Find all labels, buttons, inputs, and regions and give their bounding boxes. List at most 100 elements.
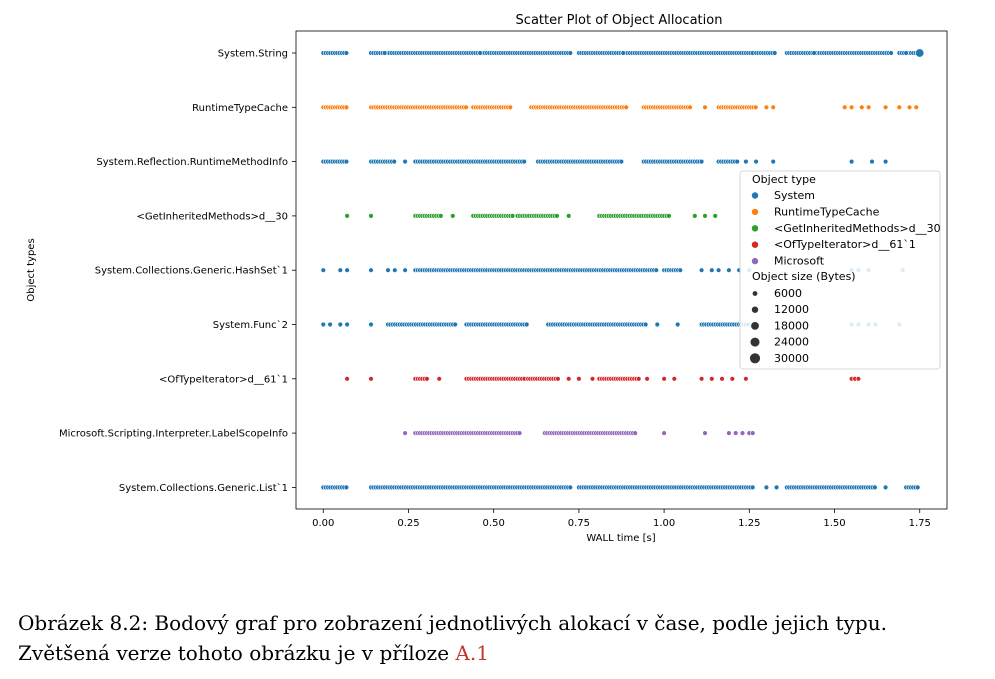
y-tick-label: System.Collections.Generic.HashSet`1 (95, 265, 288, 277)
data-point (402, 158, 408, 165)
data-point (344, 376, 350, 382)
data-point (368, 213, 374, 219)
data-point (576, 376, 582, 382)
data-point (848, 158, 855, 165)
data-point (368, 267, 374, 273)
legend-box (739, 170, 941, 370)
data-point (477, 50, 483, 56)
series-row (320, 48, 925, 58)
data-point (732, 430, 739, 436)
x-tick-label: 1.75 (909, 518, 931, 529)
legend-size-label: 30000 (774, 352, 809, 365)
data-point (709, 376, 715, 382)
data-point (698, 376, 705, 382)
data-point (773, 484, 780, 491)
data-point (436, 376, 442, 382)
data-point (385, 267, 391, 273)
data-point (671, 376, 677, 382)
data-point (859, 104, 865, 111)
x-tick-label: 1.25 (738, 518, 760, 529)
legend-hue-label: RuntimeTypeCache (774, 205, 880, 218)
data-point (381, 50, 388, 56)
series-row (402, 430, 756, 436)
data-point (343, 50, 350, 56)
data-point (452, 321, 458, 328)
data-point (567, 50, 573, 56)
series-row (320, 158, 889, 165)
data-point (888, 50, 894, 56)
data-point (620, 50, 626, 56)
data-points (320, 48, 925, 491)
data-point (391, 158, 397, 165)
data-point (337, 267, 343, 273)
data-point (882, 158, 889, 165)
data-point (674, 321, 681, 328)
legend-size-label: 18000 (774, 319, 809, 332)
data-point (523, 321, 530, 328)
data-point (770, 104, 776, 111)
data-point (344, 321, 350, 328)
caption-line-2-text: Zvětšená verze tohoto obrázku je v přílo… (18, 641, 450, 665)
data-point (726, 430, 732, 436)
data-point (729, 376, 735, 382)
data-point (687, 104, 693, 111)
data-point (450, 213, 456, 219)
scatter-figure: Scatter Plot of Object Allocation System… (26, 13, 948, 544)
data-point (344, 267, 350, 273)
legend-color-marker (751, 192, 759, 199)
data-point (906, 104, 913, 111)
data-point (753, 158, 759, 165)
data-point (337, 321, 343, 328)
data-point (632, 430, 638, 436)
legend-hue-title: Object type (752, 173, 816, 186)
series-row (320, 104, 919, 111)
legend-size-marker (749, 353, 761, 364)
caption-line-1: Obrázek 8.2: Bodový graf pro zobrazení j… (18, 611, 887, 635)
data-point (882, 104, 889, 111)
x-tick-label: 0.50 (483, 518, 505, 529)
data-point (702, 430, 708, 436)
legend-size-marker (752, 291, 758, 296)
data-point (554, 213, 560, 219)
data-point (463, 104, 469, 111)
data-point (567, 484, 573, 491)
data-point (848, 104, 855, 111)
data-point (343, 484, 350, 491)
data-point (644, 376, 650, 382)
data-point (698, 267, 705, 273)
caption-line-2: Zvětšená verze tohoto obrázku je v přílo… (18, 638, 968, 668)
chart-legend: Object type System RuntimeTypeCache <GetInh… (739, 170, 941, 370)
data-point (343, 104, 350, 111)
data-point (715, 267, 722, 273)
data-point (726, 267, 732, 273)
data-point (865, 104, 872, 111)
scatter-plot: Scatter Plot of Object Allocation System… (26, 13, 948, 544)
data-point (320, 321, 326, 328)
data-point (702, 104, 708, 111)
data-point (739, 430, 746, 436)
data-point (653, 267, 659, 273)
data-point (841, 104, 848, 111)
appendix-link[interactable]: A.1 (455, 641, 489, 665)
data-point (763, 484, 770, 491)
series-row (320, 484, 921, 491)
x-tick-label: 1.50 (823, 518, 845, 529)
data-point (661, 376, 667, 382)
data-point (507, 104, 513, 111)
figure-caption: Obrázek 8.2: Bodový graf pro zobrazení j… (18, 608, 968, 668)
data-point (709, 267, 715, 273)
legend-size-marker (750, 337, 760, 347)
data-point (743, 158, 749, 165)
data-point (677, 267, 683, 273)
data-point (734, 158, 740, 165)
x-tick-label: 0.25 (397, 518, 419, 529)
y-tick-label: System.Func`2 (213, 319, 288, 331)
data-point (320, 267, 326, 273)
data-point (855, 376, 862, 382)
data-point (438, 213, 444, 219)
y-axis-label: Object types (26, 238, 37, 301)
data-point (712, 213, 718, 219)
y-tick-label: System.Collections.Generic.List`1 (119, 482, 288, 494)
y-tick-label: System.String (218, 49, 288, 60)
data-point (509, 213, 516, 219)
